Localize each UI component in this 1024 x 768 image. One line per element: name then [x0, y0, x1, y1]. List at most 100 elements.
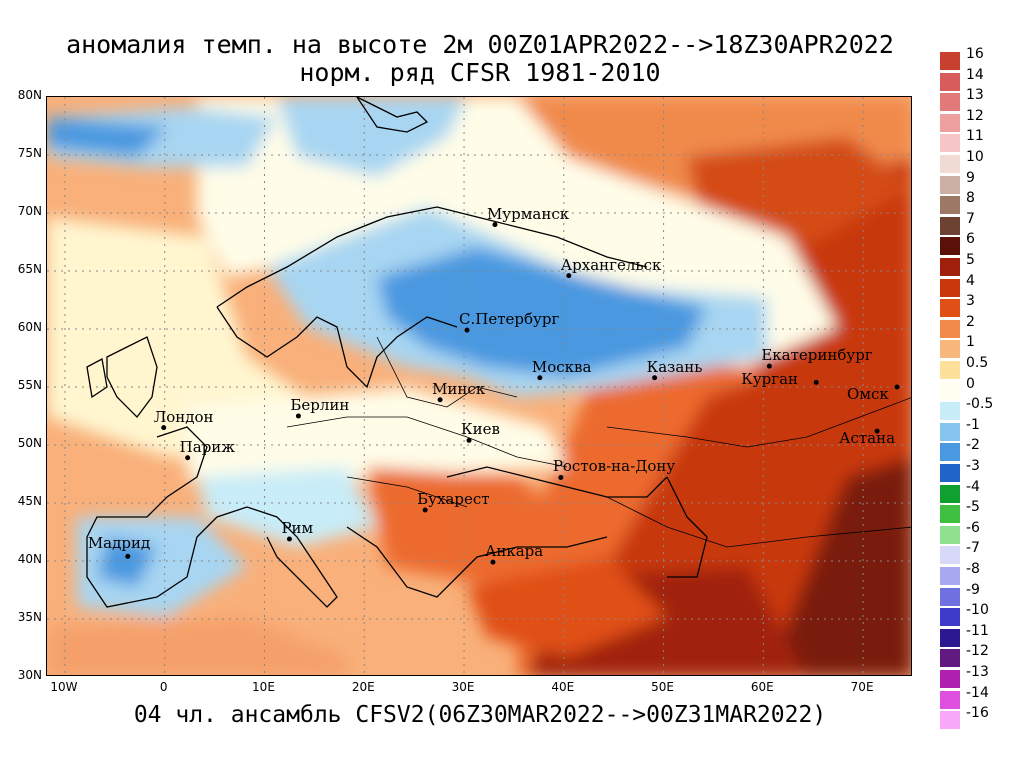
city-dot	[125, 553, 131, 559]
colorbar-label: 11	[966, 128, 984, 145]
colorbar-swatch	[940, 93, 960, 112]
colorbar-label: 8	[966, 190, 975, 207]
colorbar-label: -9	[966, 581, 980, 598]
lat-tick-label: 40N	[17, 552, 42, 566]
colorbar-swatch	[940, 711, 960, 730]
colorbar-swatch	[940, 525, 960, 544]
colorbar-swatch	[940, 608, 960, 627]
city-label: Киев	[461, 420, 500, 439]
colorbar-swatch	[940, 258, 960, 276]
colorbar-swatch	[940, 381, 960, 400]
colorbar-swatch	[940, 175, 960, 194]
lat-tick-label: 70N	[17, 204, 42, 218]
city-dot	[766, 363, 772, 369]
colorbar-label: 0.5	[966, 355, 989, 371]
city-label: Рим	[281, 518, 314, 537]
colorbar-label: -10	[966, 602, 989, 619]
city-label: Берлин	[290, 396, 350, 414]
anomaly-field	[47, 97, 911, 675]
colorbar-swatch	[940, 319, 960, 338]
city-label: Мурманск	[486, 204, 570, 223]
city-dot	[558, 474, 564, 480]
colorbar-label: 4	[966, 272, 975, 289]
lat-tick-label: 80N	[17, 88, 42, 102]
city-dot	[894, 384, 900, 390]
colorbar-swatch	[940, 484, 960, 503]
colorbar-swatch	[940, 361, 960, 379]
lon-tick-label: 10E	[252, 680, 275, 694]
colorbar-label: 13	[966, 87, 984, 104]
colorbar-swatch	[940, 690, 960, 709]
city-dot	[286, 536, 292, 542]
city-label: Мадрид	[87, 534, 151, 553]
colorbar-label: -8	[966, 561, 980, 577]
colorbar-swatch	[940, 113, 960, 132]
lon-tick-label: 70E	[850, 680, 874, 694]
city-dot	[185, 455, 191, 461]
lon-tick-label: 10W	[50, 680, 78, 694]
colorbar-swatch	[940, 567, 960, 585]
city-dot	[422, 507, 428, 513]
lon-tick-label: 50E	[651, 680, 674, 694]
colorbar-label: -3	[966, 458, 980, 474]
colorbar-label: 12	[966, 107, 984, 124]
colorbar-swatch	[940, 422, 960, 441]
colorbar-swatch	[940, 464, 960, 482]
colorbar-swatch	[940, 443, 960, 462]
colorbar-swatch	[940, 72, 960, 91]
city-dot	[295, 413, 301, 419]
city-label: Екатеринбург	[761, 346, 873, 365]
colorbar-swatch	[940, 299, 960, 318]
colorbar-label: -7	[966, 540, 980, 557]
colorbar-legend: 16 14 13 12 11 10 9 8 7 6 5 4 3 2 1 0.5 0 -0.5 -1 -2 -3 -4 -5 -…	[938, 46, 1024, 730]
graticule	[47, 97, 911, 675]
city-label: С.Петербург	[459, 310, 560, 329]
city-dot	[466, 437, 472, 443]
lat-tick-label: 65N	[17, 262, 42, 276]
colorbar-swatch	[940, 155, 960, 173]
colorbar-label: 6	[966, 231, 975, 248]
city-label: Анкара	[484, 542, 544, 561]
colorbar-label: -13	[966, 664, 989, 680]
colorbar-label: -1	[966, 416, 980, 433]
colorbar-label: 14	[966, 66, 984, 83]
colorbar-label: 5	[966, 252, 975, 268]
colorbar-label: -12	[966, 643, 989, 660]
city-label: Курган	[741, 370, 799, 389]
city-label: Париж	[179, 437, 236, 456]
colorbar-label: -2	[966, 437, 980, 454]
lon-tick-label: 30E	[451, 680, 475, 694]
city-dot	[813, 379, 819, 385]
city-label: Бухарест	[417, 489, 490, 508]
colorbar-swatch	[940, 628, 960, 647]
colorbar-swatch	[940, 546, 960, 565]
colorbar-swatch	[940, 402, 960, 421]
colorbar-swatch	[940, 237, 960, 256]
ensemble-footer: 04 чл. ансамбль CFSV2(06Z30MAR2022-->00Z…	[133, 702, 827, 728]
colorbar-swatch	[940, 196, 960, 215]
colorbar-swatch	[940, 649, 960, 668]
colorbar-swatch	[940, 52, 960, 70]
lon-tick-label: 60E	[750, 680, 774, 694]
map-title-line1: аномалия темп. на высоте 2м 00Z01APR2022…	[66, 30, 894, 59]
colorbar-label: 7	[966, 210, 975, 227]
coastlines	[86, 97, 708, 608]
city-dot	[161, 425, 167, 431]
city-label: Ростов-на-Дону	[552, 457, 676, 476]
city-dot	[437, 397, 443, 403]
colorbar-swatch	[940, 216, 960, 235]
city-label: Омск	[847, 385, 889, 403]
city-dot	[464, 327, 470, 333]
city-label: Москва	[531, 357, 592, 376]
colorbar-label: 2	[966, 313, 975, 330]
colorbar-label: -16	[966, 705, 989, 722]
lon-tick-label: 20E	[351, 680, 375, 694]
city-dot	[537, 375, 543, 381]
map-title-line2: норм. ряд CFSR 1981-2010	[299, 58, 661, 87]
city-label: Архангельск	[560, 255, 662, 274]
colorbar-label: -11	[966, 622, 989, 639]
city-dot	[652, 375, 658, 381]
colorbar-label: -4	[966, 478, 980, 495]
lat-tick-label: 60N	[17, 320, 42, 334]
colorbar-swatch	[940, 505, 960, 524]
